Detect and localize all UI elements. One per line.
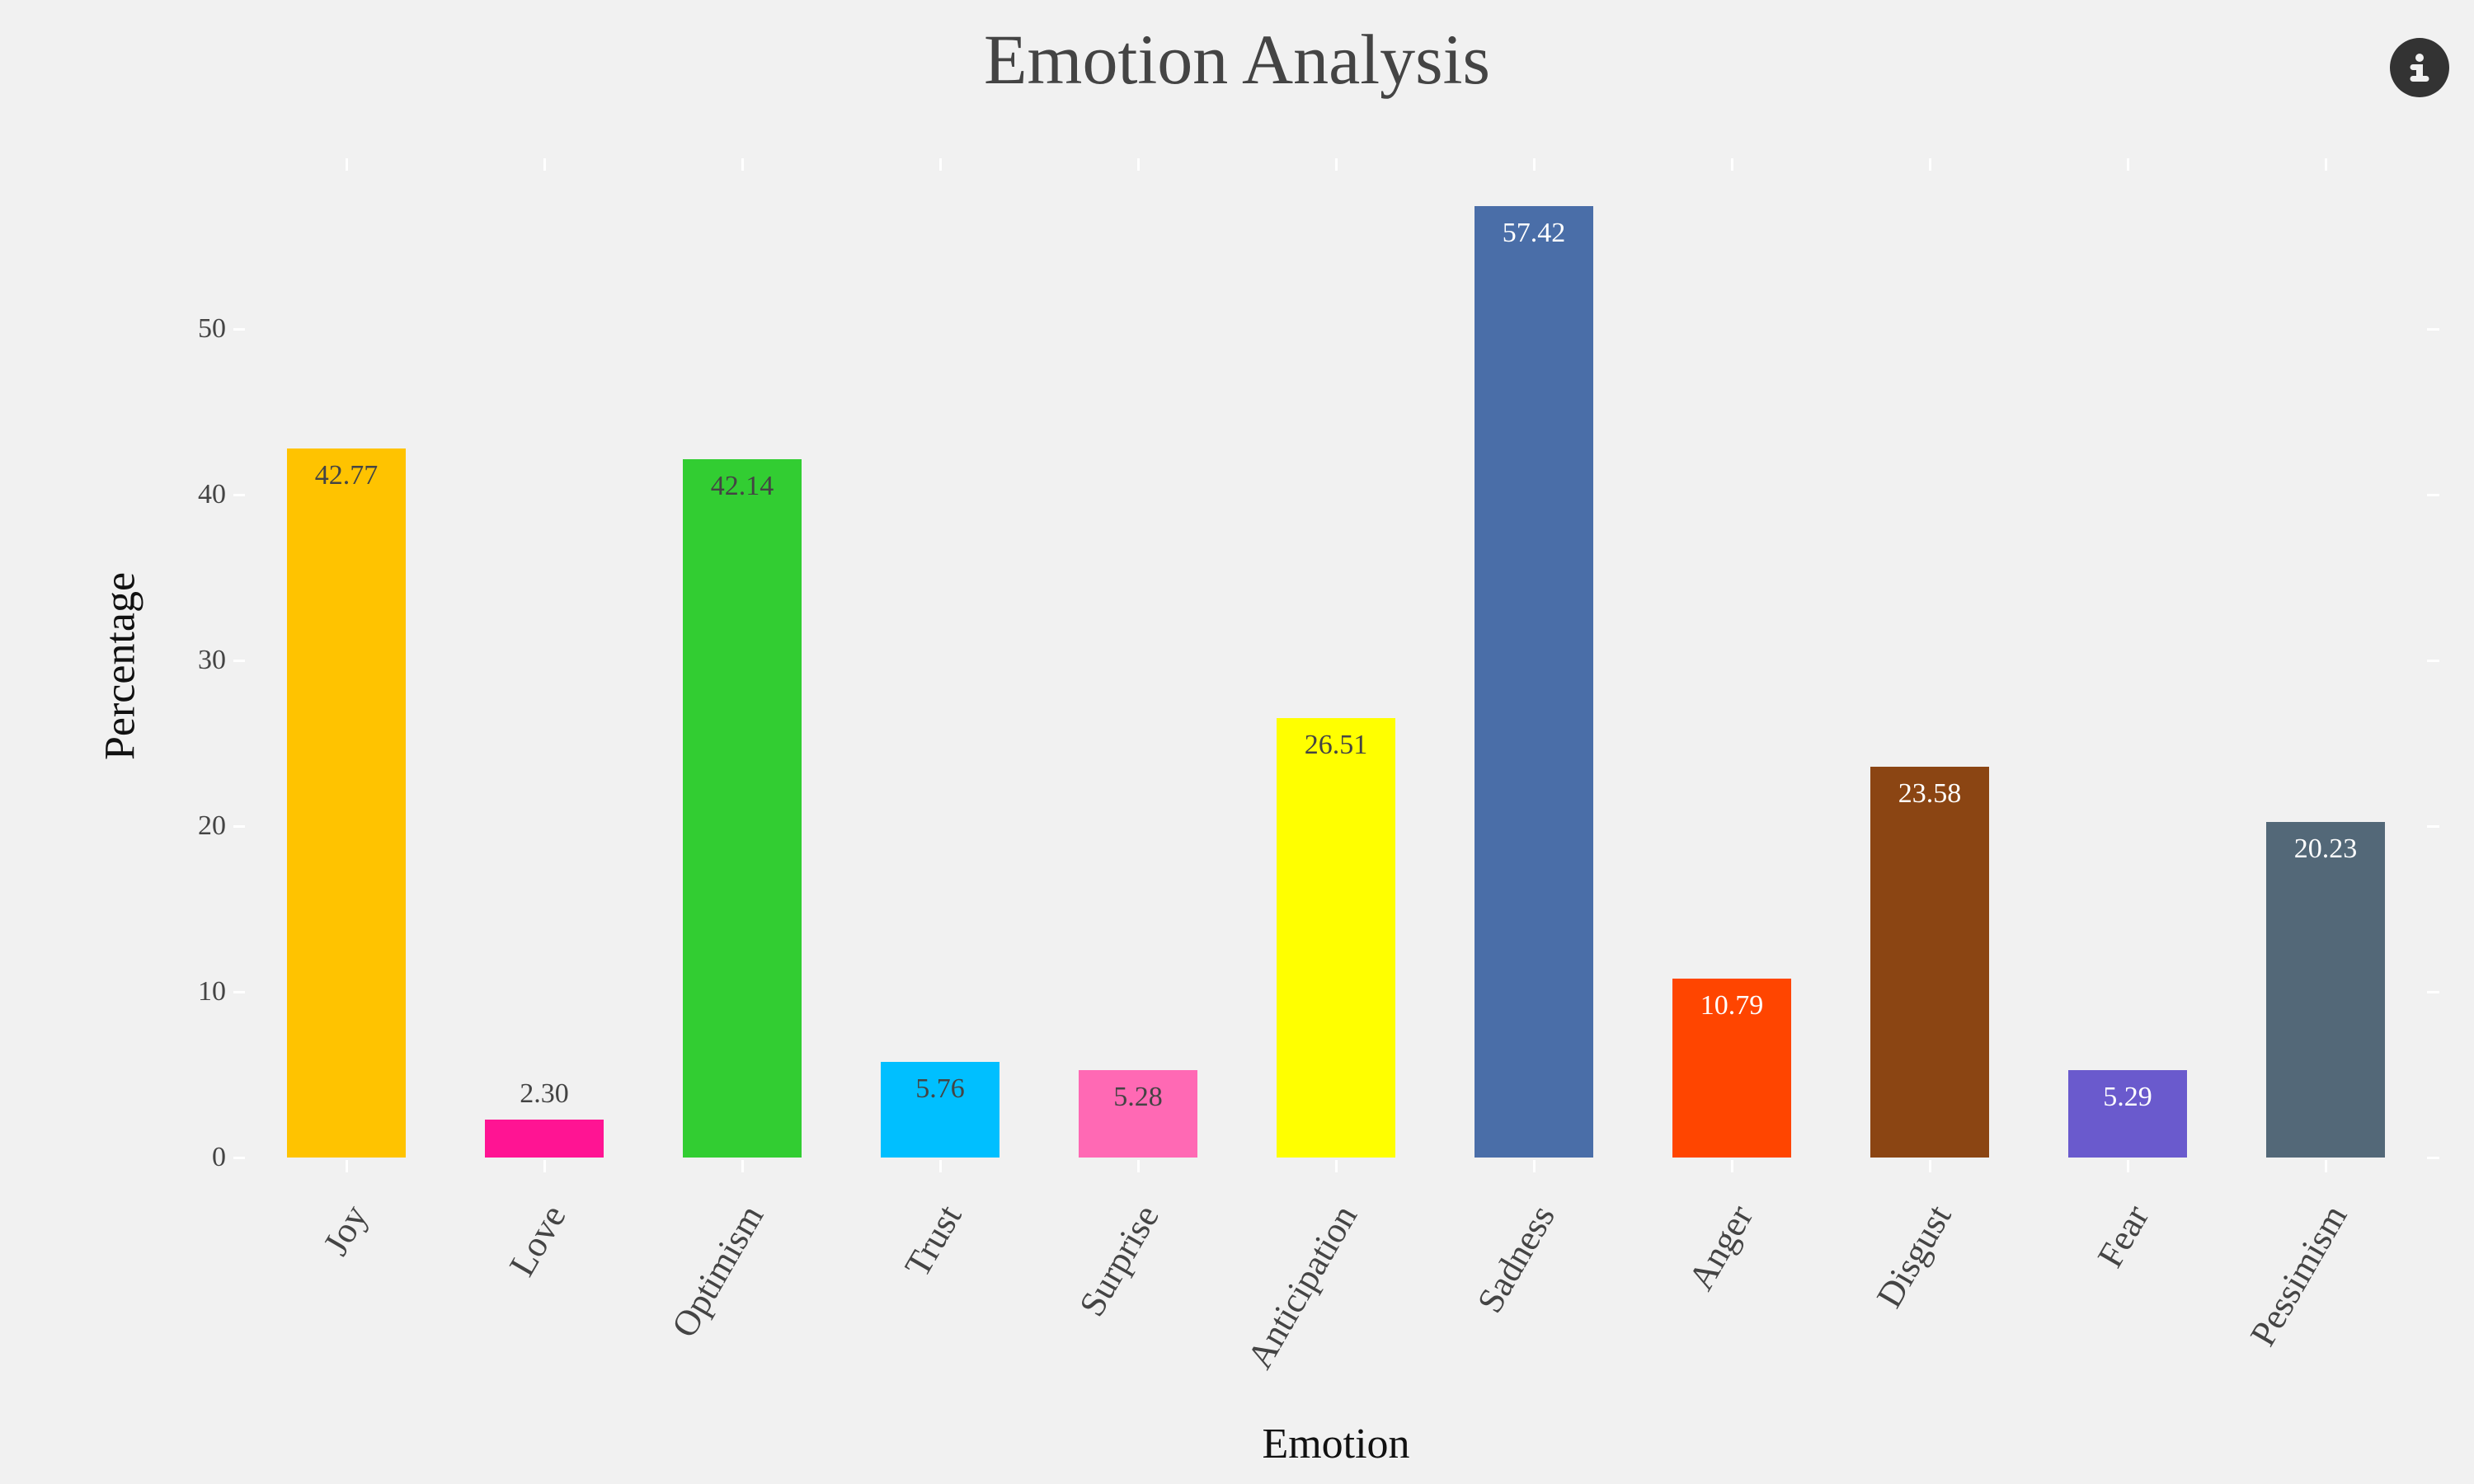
chart-title: Emotion Analysis [984, 20, 1490, 99]
y-tick-mark [233, 825, 245, 828]
y-tick-mark [233, 660, 245, 662]
x-tick-label-love: Love [501, 1198, 574, 1284]
x-tick-mark [346, 1160, 348, 1172]
x-tick-mark [939, 1160, 942, 1172]
bar-optimism[interactable] [683, 458, 802, 1158]
y-tick-mark-right [2427, 660, 2439, 662]
x-tick-mark-top [1731, 158, 1733, 171]
y-tick-label: 50 [198, 313, 226, 344]
x-tick-mark-top [939, 158, 942, 171]
x-tick-mark-top [346, 158, 348, 171]
x-tick-mark [1929, 1160, 1931, 1172]
bar-sadness[interactable] [1475, 205, 1593, 1158]
x-tick-label-fear: Fear [2089, 1198, 2157, 1275]
info-button[interactable] [2390, 38, 2449, 97]
y-tick-mark-right [2427, 494, 2439, 496]
x-tick-mark-top [543, 158, 546, 171]
y-axis-title: Percentage [96, 571, 144, 761]
y-tick-mark-right [2427, 328, 2439, 331]
y-tick-mark-right [2427, 1157, 2439, 1159]
bar-value-label: 10.79 [1700, 990, 1764, 1021]
info-circle-icon [2410, 54, 2429, 82]
x-tick-mark [543, 1160, 546, 1172]
x-tick-mark-top [2127, 158, 2129, 171]
x-tick-mark [1731, 1160, 1733, 1172]
x-tick-label-surprise: Surprise [1071, 1198, 1167, 1323]
x-tick-label-joy: Joy [315, 1198, 376, 1262]
x-tick-label-sadness: Sadness [1469, 1198, 1563, 1320]
y-tick-label: 10 [198, 976, 226, 1007]
bar-value-label: 23.58 [1898, 778, 1962, 810]
x-tick-mark-top [1335, 158, 1338, 171]
x-tick-label-anticipation: Anticipation [1239, 1198, 1366, 1376]
y-tick-mark [233, 494, 245, 496]
bar-value-label: 26.51 [1304, 730, 1368, 761]
x-tick-mark-top [1533, 158, 1536, 171]
x-tick-mark-top [1137, 158, 1140, 171]
x-tick-mark [2325, 1160, 2327, 1172]
bar-value-label: 57.42 [1502, 217, 1566, 248]
bar-value-label: 5.28 [1113, 1081, 1163, 1112]
x-tick-label-anger: Anger [1680, 1198, 1761, 1297]
y-tick-label: 30 [198, 645, 226, 675]
x-tick-label-optimism: Optimism [663, 1198, 772, 1345]
x-tick-label-pessimism: Pessimism [2241, 1198, 2355, 1353]
bar-anticipation[interactable] [1277, 718, 1395, 1158]
bar-joy[interactable] [287, 448, 406, 1158]
y-tick-label: 40 [198, 479, 226, 510]
bar-trust[interactable] [881, 1062, 999, 1158]
y-tick-mark [233, 1157, 245, 1159]
x-tick-mark-top [741, 158, 744, 171]
x-tick-mark [741, 1160, 744, 1172]
bar-disgust[interactable] [1870, 767, 1989, 1158]
y-tick-label: 20 [198, 810, 226, 841]
x-axis-title: Emotion [1262, 1421, 1410, 1468]
x-tick-mark [2127, 1160, 2129, 1172]
y-tick-label: 0 [212, 1142, 226, 1172]
bar-value-label: 5.76 [915, 1073, 965, 1105]
y-tick-mark-right [2427, 991, 2439, 993]
bar-value-label: 42.14 [710, 470, 774, 501]
bar-surprise[interactable] [1079, 1069, 1197, 1158]
bar-value-label: 42.77 [314, 460, 379, 491]
bar-anger[interactable] [1672, 979, 1791, 1158]
x-tick-label-trust: Trust [896, 1198, 970, 1284]
bar-pessimism[interactable] [2266, 822, 2385, 1158]
bar-fear[interactable] [2068, 1069, 2187, 1158]
y-tick-mark-right [2427, 825, 2439, 828]
x-tick-mark-top [2325, 158, 2327, 171]
bar-value-label: 20.23 [2293, 834, 2358, 865]
y-tick-mark [233, 328, 245, 331]
bar-value-label: 5.29 [2103, 1081, 2152, 1112]
x-tick-mark [1533, 1160, 1536, 1172]
x-tick-mark [1137, 1160, 1140, 1172]
x-tick-mark [1335, 1160, 1338, 1172]
y-tick-mark [233, 991, 245, 993]
x-tick-label-disgust: Disgust [1869, 1198, 1959, 1315]
bar-value-label: 2.30 [520, 1078, 569, 1109]
x-tick-mark-top [1929, 158, 1931, 171]
bar-love[interactable] [485, 1119, 604, 1158]
